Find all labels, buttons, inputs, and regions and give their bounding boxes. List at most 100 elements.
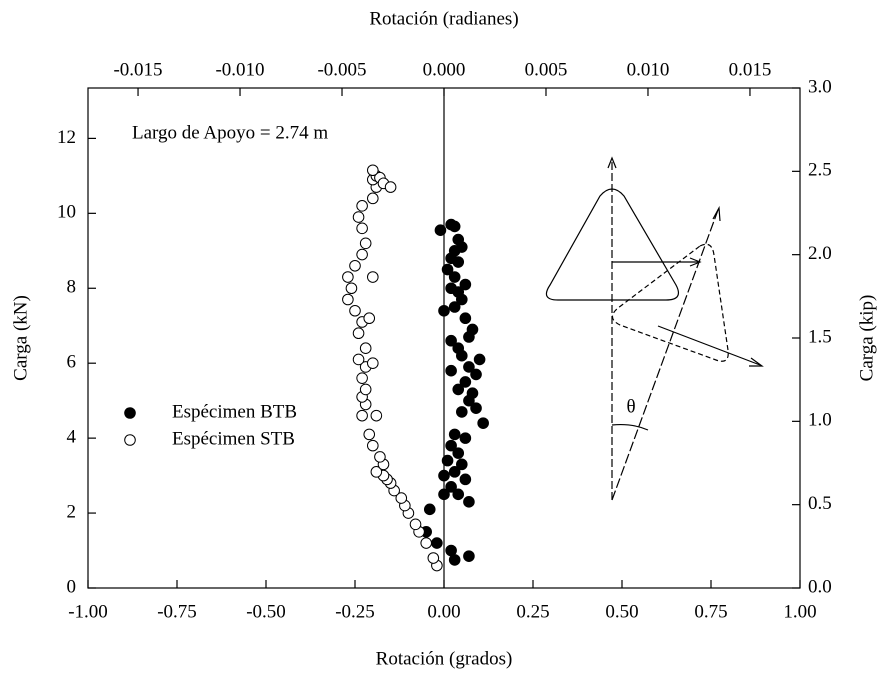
x-tick-label: -1.00 [68, 601, 108, 622]
arrow-head [607, 156, 617, 169]
point [438, 304, 450, 317]
point [452, 488, 465, 501]
point [349, 259, 361, 272]
y-tick-label: 12 [57, 127, 76, 148]
x-tick-label: 0.25 [516, 601, 549, 622]
point [352, 353, 365, 366]
x2-tick-label: -0.010 [215, 59, 264, 80]
y-axis-label: Carga (kN) [10, 295, 31, 381]
point [363, 312, 376, 325]
x-tick-label: -0.75 [157, 601, 197, 622]
point [448, 466, 461, 478]
point [448, 220, 461, 233]
x2-tick-label: 0.010 [627, 59, 670, 80]
point [367, 439, 379, 452]
y-tick-label: 8 [67, 277, 77, 298]
point [448, 301, 461, 313]
point [359, 383, 372, 396]
y2-tick-label: 0.0 [808, 576, 832, 597]
x-axis-label: Rotación (grados) [376, 648, 513, 669]
point [356, 222, 368, 235]
point [367, 357, 379, 369]
point [456, 458, 468, 471]
y-tick-label: 6 [67, 352, 77, 373]
y2-tick-label: 0.5 [808, 493, 832, 514]
point [363, 428, 376, 441]
x2-tick-label: 0.015 [729, 59, 772, 80]
x-tick-label: 0.50 [605, 601, 638, 622]
point [367, 192, 379, 205]
x2-tick-label: 0.000 [423, 59, 466, 80]
arrow-head [749, 357, 764, 367]
y2-tick-label: 1.0 [808, 410, 832, 431]
point [356, 372, 368, 384]
point [395, 492, 408, 504]
point [441, 263, 454, 276]
point [423, 503, 436, 516]
legend-label: Espécimen STB [172, 428, 295, 449]
theta-arc [611, 423, 649, 431]
point [456, 406, 468, 418]
point [452, 447, 465, 459]
x-tick-label: -0.50 [246, 601, 286, 622]
solid-triangle [545, 188, 679, 301]
diagram [545, 156, 764, 501]
point [452, 383, 465, 396]
point [356, 248, 368, 261]
point [349, 304, 361, 317]
point [470, 402, 482, 414]
point [427, 552, 440, 564]
point [448, 554, 461, 566]
point [370, 409, 383, 422]
point [409, 518, 422, 531]
y2-tick-label: 3.0 [808, 76, 832, 97]
point [420, 537, 433, 549]
point [441, 454, 454, 467]
point [342, 271, 354, 283]
point [459, 432, 472, 444]
point [456, 349, 468, 362]
legend-marker [124, 434, 136, 446]
point [470, 368, 482, 381]
point [434, 224, 447, 236]
point [367, 164, 379, 177]
legend-label: Espécimen BTB [172, 401, 297, 422]
y-tick-label: 4 [67, 426, 77, 447]
y-tick-label: 2 [67, 501, 77, 522]
point [352, 211, 365, 223]
point [459, 312, 472, 325]
point [367, 271, 379, 283]
y-tick-label: 10 [57, 202, 76, 223]
point [359, 237, 372, 250]
point [370, 466, 383, 478]
rotated-arrow [657, 325, 761, 366]
point [459, 473, 472, 486]
point [445, 439, 457, 452]
point [359, 342, 372, 355]
point [448, 428, 461, 441]
y2-tick-label: 2.5 [808, 160, 832, 181]
annotation: Largo de Apoyo = 2.74 m [132, 122, 328, 143]
point [356, 200, 368, 212]
point [384, 181, 397, 193]
x-tick-label: 1.00 [783, 601, 816, 622]
y2-tick-label: 1.5 [808, 326, 832, 347]
x2-tick-label: 0.005 [525, 59, 568, 80]
x-tick-label: -0.25 [335, 601, 375, 622]
point [473, 353, 486, 366]
point [352, 327, 365, 340]
point [445, 481, 457, 493]
arrow-head [712, 205, 721, 222]
point [448, 271, 461, 283]
point [463, 331, 475, 343]
legend-marker [124, 407, 136, 419]
arrow-head [689, 257, 702, 267]
point [463, 361, 475, 373]
point [463, 550, 475, 562]
diagram-label: θ [626, 396, 635, 417]
point [445, 364, 457, 377]
point [456, 293, 468, 306]
y2-tick-label: 2.0 [808, 243, 832, 264]
x-tick-label: 0.00 [427, 601, 460, 622]
